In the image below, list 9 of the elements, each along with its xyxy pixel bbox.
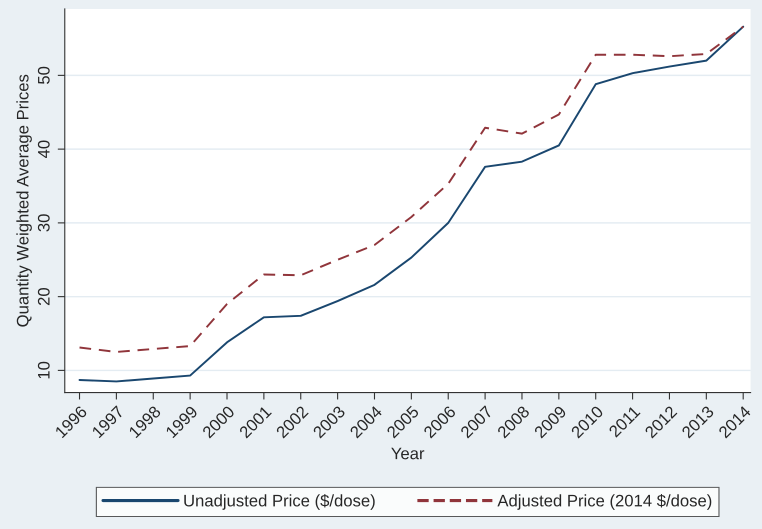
y-tick-label: 20 [38, 288, 50, 306]
y-tick-label: 40 [38, 140, 50, 158]
x-axis-title: Year [391, 448, 424, 460]
y-axis-title: Quantity Weighted Average Prices [16, 74, 32, 327]
y-tick-label: 10 [38, 362, 50, 378]
legend-label: Unadjusted Price ($/dose) [184, 494, 375, 510]
y-tick-label: 30 [38, 214, 50, 232]
legend-label: Adjusted Price (2014 $/dose) [497, 494, 712, 510]
y-tick-label: 50 [38, 66, 50, 84]
